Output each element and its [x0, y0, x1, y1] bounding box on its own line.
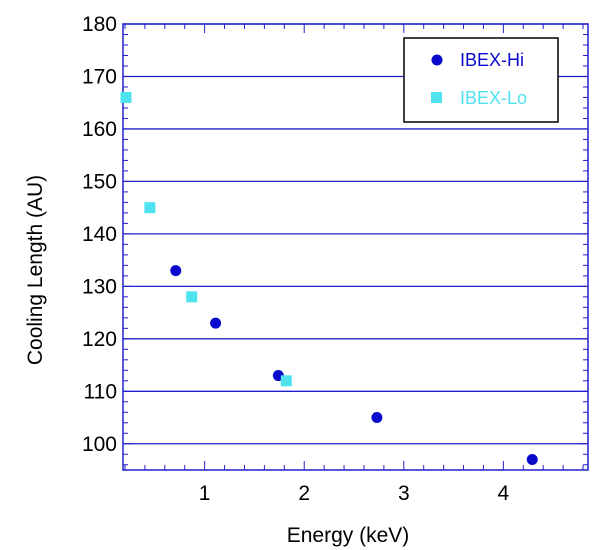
axis-ticks — [123, 23, 588, 470]
legend-marker-ibex-lo — [431, 92, 442, 103]
y-tick-label: 180 — [82, 13, 117, 36]
data-point-ibex-hi — [170, 265, 182, 277]
y-tick-label: 170 — [82, 65, 117, 88]
data-point-ibex-hi — [526, 454, 538, 466]
y-tick-label: 150 — [82, 170, 117, 193]
y-tick-label: 120 — [82, 328, 117, 351]
y-axis-label: Cooling Length (AU) — [24, 175, 47, 365]
data-point-ibex-lo — [186, 291, 198, 303]
plot-frame — [122, 23, 589, 471]
x-axis-label: Energy (keV) — [287, 524, 410, 547]
y-tick-label: 160 — [82, 118, 117, 141]
data-point-ibex-lo — [120, 91, 132, 103]
data-point-ibex-lo — [280, 375, 292, 387]
x-tick-label: 3 — [398, 482, 410, 505]
legend-label-ibex-lo: IBEX-Lo — [460, 88, 527, 108]
legend-marker-ibex-hi — [431, 54, 443, 66]
legend-box — [403, 37, 559, 123]
data-point-ibex-lo — [144, 202, 156, 214]
y-tick-label: 140 — [82, 223, 117, 246]
legend-label-ibex-hi: IBEX-Hi — [460, 50, 524, 70]
x-tick-label: 2 — [298, 482, 310, 505]
x-tick-label: 4 — [498, 482, 510, 505]
data-points — [120, 91, 538, 466]
y-tick-label: 100 — [82, 433, 117, 456]
x-tick-label: 1 — [199, 482, 211, 505]
tick-labels: 100 110 120 130 140 150 160 170 180 1 2 3 4 — [82, 13, 510, 505]
legend: IBEX-Hi IBEX-Lo — [403, 37, 559, 123]
data-point-ibex-hi — [371, 412, 383, 424]
y-tick-label: 110 — [84, 380, 117, 403]
y-tick-label: 130 — [82, 275, 117, 298]
data-point-ibex-hi — [210, 317, 222, 329]
plot-border — [122, 23, 589, 471]
